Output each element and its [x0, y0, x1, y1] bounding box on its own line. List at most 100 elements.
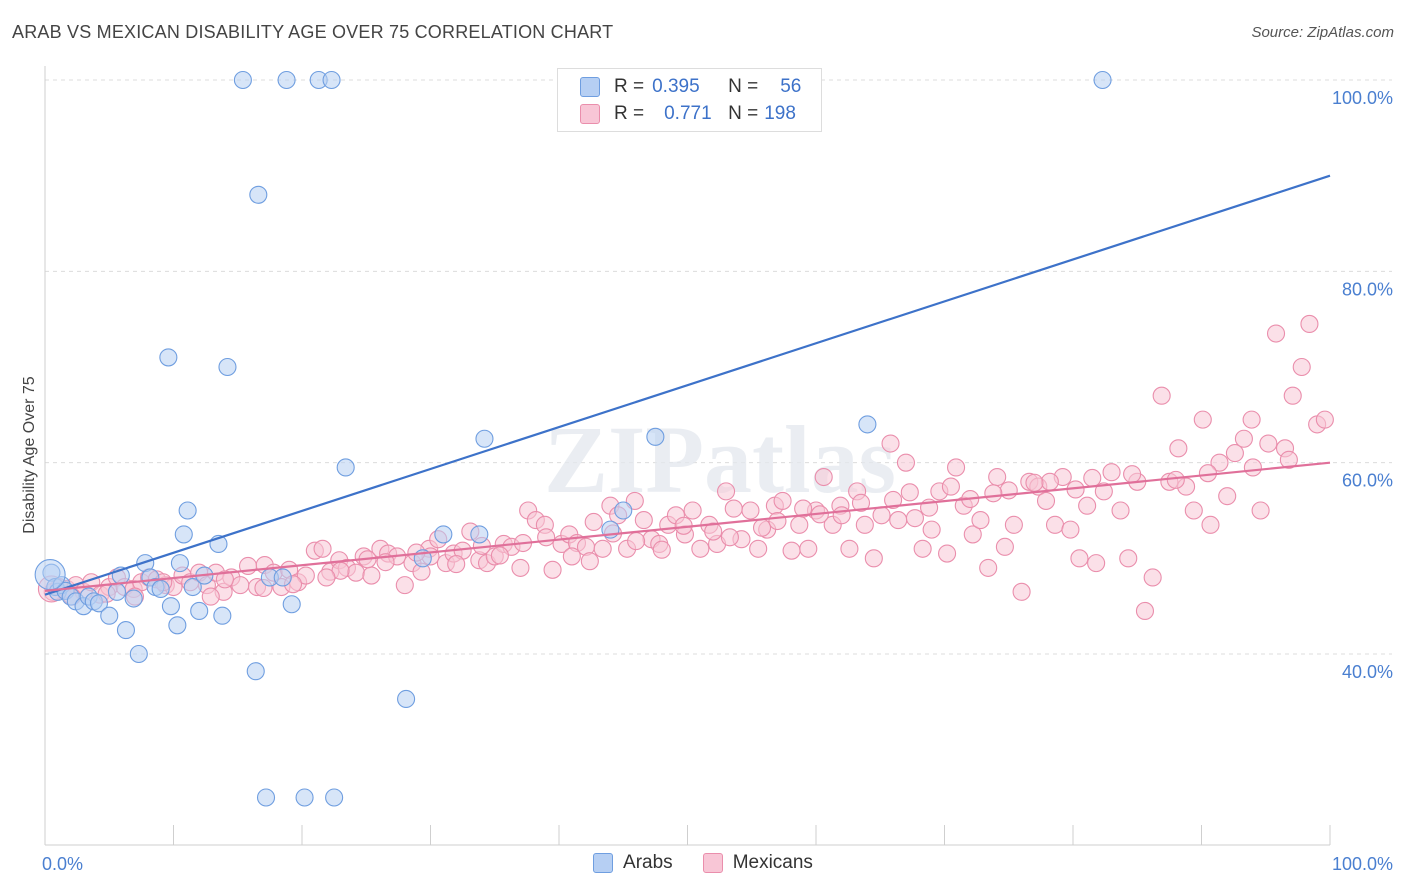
- mexican-point: [872, 506, 891, 525]
- mexican-point: [884, 490, 903, 510]
- arab-point: [124, 589, 143, 608]
- mexican-point: [741, 501, 760, 520]
- mexican-point: [580, 552, 599, 571]
- mexican-point: [1123, 465, 1142, 484]
- mexican-point: [490, 546, 509, 565]
- arabs-swatch-icon: [580, 77, 600, 97]
- legend-item-arabs[interactable]: Arabs: [593, 852, 673, 874]
- arab-point: [89, 594, 109, 613]
- mexican-point: [395, 576, 414, 595]
- arab-point: [277, 70, 296, 90]
- mexican-point: [1300, 314, 1319, 334]
- mexican-point: [749, 539, 768, 558]
- legend-label-mexicans: Mexicans: [732, 852, 813, 873]
- mexican-point: [922, 520, 941, 539]
- mexican-point: [995, 537, 1014, 556]
- legend-item-mexicans[interactable]: Mexicans: [702, 852, 813, 874]
- mexican-point: [716, 482, 736, 501]
- arab-point: [249, 185, 268, 204]
- mexican-point: [683, 501, 702, 520]
- x-tick-label: 100.0%: [1332, 854, 1393, 874]
- mexican-point: [231, 576, 250, 595]
- mexican-point: [362, 566, 381, 585]
- mexican-point: [1292, 357, 1311, 377]
- mexican-point: [1201, 515, 1220, 534]
- mexican-point: [971, 511, 990, 530]
- mexican-point: [752, 518, 772, 537]
- mexican-point: [1315, 410, 1334, 429]
- mexican-point: [1087, 554, 1106, 573]
- mexican-point: [1169, 439, 1188, 458]
- legend-r-label: R =: [614, 103, 645, 124]
- series-legend: Arabs Mexicans: [0, 852, 1406, 874]
- arab-point: [159, 348, 178, 367]
- mexican-point: [1111, 501, 1130, 520]
- mexican-point: [768, 511, 787, 531]
- arabs-legend-swatch-icon: [593, 853, 614, 873]
- tick-labels: 40.0% 60.0% 80.0% 100.0% 0.0% 100.0%: [42, 88, 1393, 874]
- mexican-point: [1119, 549, 1138, 568]
- y-tick-label: 80.0%: [1342, 279, 1393, 299]
- arab-point: [218, 357, 237, 377]
- arab-point: [397, 689, 416, 709]
- mexican-point: [1036, 491, 1056, 510]
- mexican-point: [1184, 501, 1203, 520]
- mexican-point: [814, 467, 833, 487]
- arab-point: [858, 415, 877, 434]
- mexicans-swatch-icon: [580, 104, 600, 124]
- mexican-point: [1061, 520, 1080, 539]
- mexican-point: [634, 511, 653, 530]
- mexican-point: [1045, 515, 1065, 534]
- mexican-point: [1078, 496, 1097, 515]
- mexican-point: [215, 570, 234, 589]
- mexican-point: [447, 555, 466, 574]
- chart-title: ARAB VS MEXICAN DISABILITY AGE OVER 75 C…: [12, 22, 614, 42]
- arab-point: [1093, 70, 1112, 90]
- mexican-point: [979, 558, 998, 577]
- mexican-point: [562, 547, 581, 566]
- mexican-point: [1279, 450, 1298, 469]
- mexican-point: [799, 539, 818, 558]
- mexican-point: [913, 539, 932, 558]
- legend-n-label: N =: [728, 103, 759, 124]
- mexican-point: [1070, 549, 1089, 568]
- mexican-point: [773, 491, 792, 510]
- arab-point: [614, 501, 633, 520]
- mexican-point: [704, 522, 723, 541]
- arab-point: [295, 788, 314, 807]
- axes: [44, 66, 1331, 846]
- arab-point: [282, 595, 301, 614]
- arab-point: [233, 70, 252, 90]
- legend-row-mexicans: R = 0.771 N = 198: [580, 102, 796, 126]
- mexican-point: [317, 568, 336, 587]
- mexican-point: [543, 560, 562, 579]
- legend-r-value: 0.771: [664, 103, 712, 124]
- arab-point: [256, 788, 276, 807]
- arab-point: [100, 606, 119, 625]
- mexican-point: [593, 539, 612, 558]
- mexican-point: [537, 528, 556, 547]
- arab-point: [190, 601, 209, 621]
- mexican-point: [1094, 482, 1113, 501]
- legend-label-arabs: Arabs: [623, 852, 673, 873]
- arab-point: [336, 458, 355, 477]
- arab-point: [322, 70, 341, 90]
- mexican-point: [313, 539, 332, 558]
- y-axis-label: Disability Age Over 75: [21, 376, 38, 534]
- arab-point: [174, 525, 193, 544]
- arab-point: [168, 616, 187, 635]
- y-tick-label: 40.0%: [1342, 662, 1393, 682]
- mexican-point: [720, 528, 739, 547]
- arab-point: [34, 559, 66, 591]
- mexican-point: [889, 511, 908, 530]
- legend-n-value: 56: [780, 76, 802, 97]
- mexican-point: [1004, 515, 1023, 534]
- arab-point: [213, 606, 232, 625]
- mexican-point: [988, 467, 1007, 487]
- arab-point: [646, 427, 665, 446]
- mexican-point: [296, 566, 315, 585]
- mexican-point: [1243, 458, 1262, 477]
- mexican-point: [938, 544, 957, 563]
- arab-point: [273, 568, 292, 587]
